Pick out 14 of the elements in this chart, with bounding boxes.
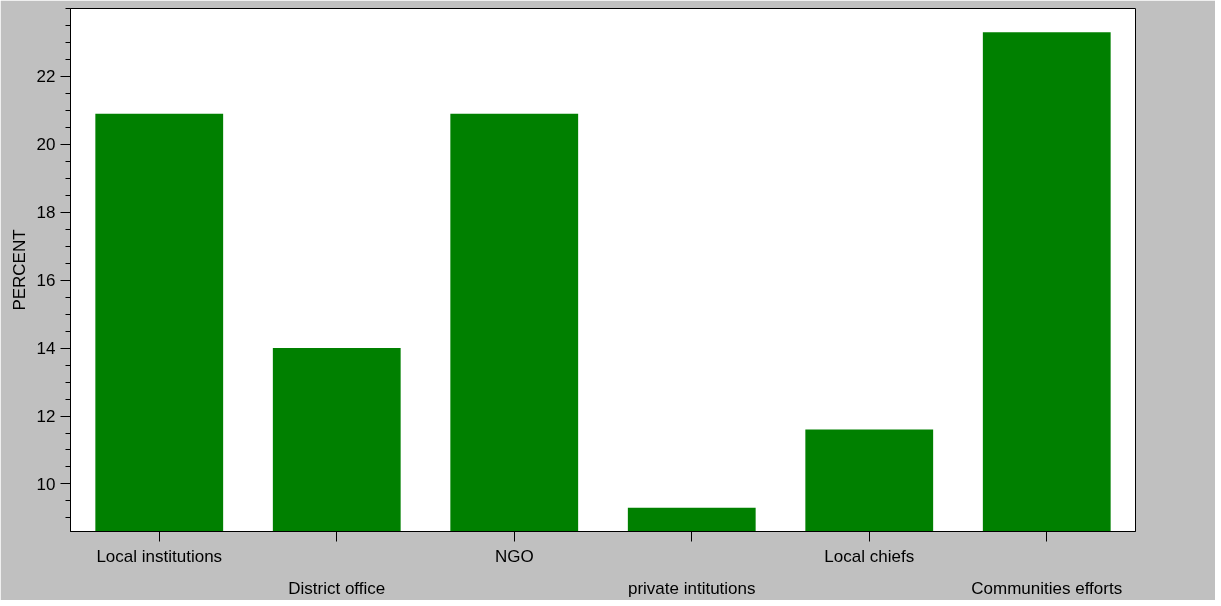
x-tick-label: NGO (494, 546, 534, 566)
y-tick-label: 14 (36, 339, 56, 359)
y-tick-label: 10 (36, 474, 56, 494)
y-tick-label: 12 (36, 407, 56, 427)
y-tick-label: 22 (36, 67, 56, 87)
y-tick-label: 16 (36, 271, 56, 291)
y-tick-label: 20 (36, 135, 56, 155)
y-tick-label: 18 (36, 203, 56, 223)
x-tick-label: Local institutions (96, 546, 223, 566)
x-tick-label: Local chiefs (824, 546, 915, 566)
y-axis-title: PERCENT (9, 229, 29, 311)
x-tick-label: District office (288, 578, 386, 598)
x-tick-label: private intitutions (627, 578, 756, 598)
x-tick-label: Communities efforts (971, 578, 1123, 598)
